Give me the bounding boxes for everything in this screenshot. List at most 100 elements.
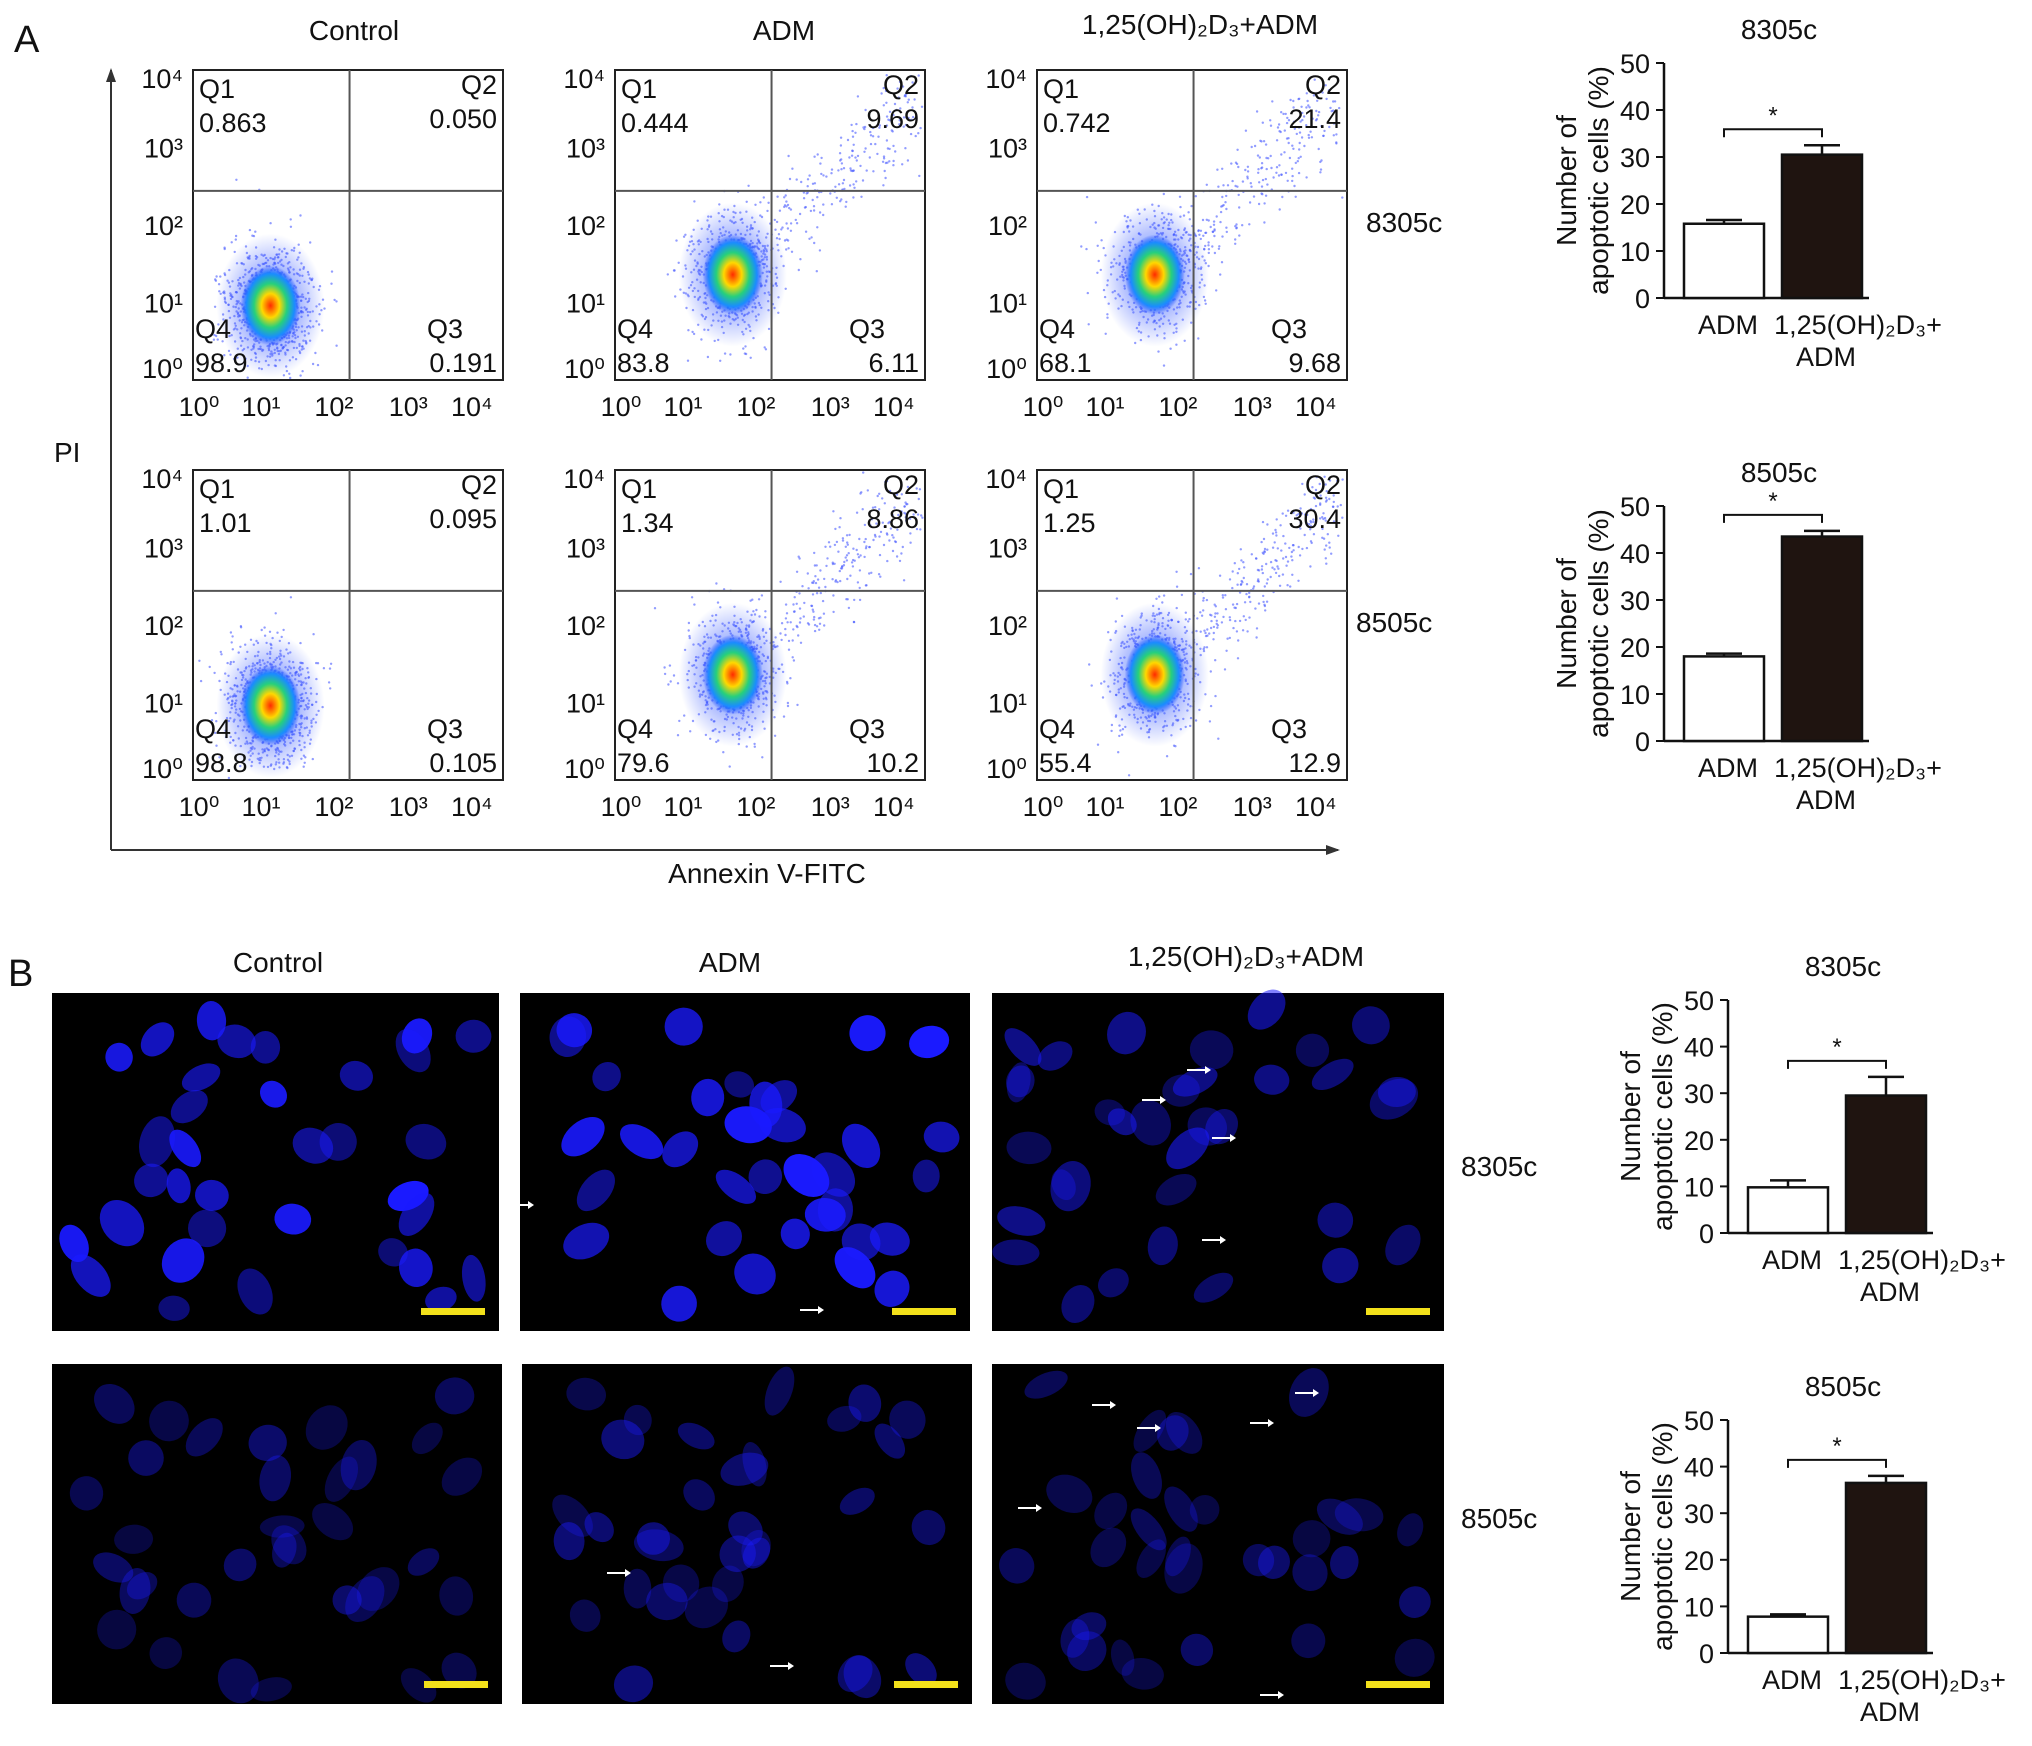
nucleus bbox=[1006, 1062, 1031, 1103]
q3-value: 0.191 bbox=[429, 348, 497, 378]
chart-title: 8505c bbox=[1741, 457, 1817, 488]
x-tick-label: 10⁴ bbox=[451, 792, 493, 822]
row-label-8305c: 8305c bbox=[1366, 207, 1442, 238]
row-label-8505c: 8505c bbox=[1356, 607, 1432, 638]
category-label: ADM bbox=[1860, 1697, 1920, 1727]
x-tick-label: 10⁰ bbox=[601, 392, 642, 422]
nucleus bbox=[324, 1456, 359, 1502]
density-core bbox=[240, 265, 301, 346]
chart-y-tick-label: 50 bbox=[1620, 49, 1650, 79]
y-tick-label: 10³ bbox=[144, 534, 183, 564]
nucleus bbox=[1136, 1539, 1166, 1578]
significance-bracket bbox=[1723, 513, 1823, 523]
nucleus bbox=[93, 1552, 134, 1583]
q1-value: 1.01 bbox=[199, 508, 252, 538]
nucleus bbox=[1107, 1011, 1146, 1055]
nucleus bbox=[1330, 1545, 1359, 1580]
q4-label: Q4 bbox=[1039, 714, 1075, 744]
column-title-control: Control bbox=[309, 15, 399, 46]
nucleus bbox=[259, 1515, 305, 1538]
nucleus bbox=[217, 1024, 256, 1059]
nucleus bbox=[1024, 1370, 1068, 1399]
q1-label: Q1 bbox=[199, 474, 235, 504]
nucleus bbox=[677, 1422, 715, 1450]
micrographs bbox=[52, 989, 1444, 1704]
flow-plot: 10⁰ 10¹ 10² 10³ 10⁴ 10⁰ 10¹ 10² 10³ 10⁴ Q1 0.444 Q2 9… bbox=[563, 64, 926, 422]
nucleus bbox=[1098, 1268, 1129, 1298]
chart-y-tick-label: 30 bbox=[1620, 586, 1650, 616]
q3-value: 10.2 bbox=[866, 748, 919, 778]
y-tick-label: 10⁰ bbox=[986, 354, 1027, 384]
nucleus bbox=[59, 1224, 89, 1263]
q1-label: Q1 bbox=[199, 74, 235, 104]
nucleus bbox=[128, 1440, 164, 1476]
nuclei bbox=[549, 1007, 960, 1322]
nucleus bbox=[1292, 1554, 1328, 1591]
x-tick-label: 10⁰ bbox=[179, 792, 220, 822]
nucleus bbox=[563, 1222, 610, 1260]
chart-y-tick-label: 50 bbox=[1620, 492, 1650, 522]
nucleus bbox=[1067, 1631, 1107, 1671]
nucleus bbox=[401, 1018, 433, 1054]
x-tick-label: 10² bbox=[736, 792, 775, 822]
nucleus bbox=[105, 1042, 133, 1072]
nucleus bbox=[1006, 1065, 1035, 1098]
arrow-head bbox=[1160, 1096, 1166, 1104]
category-label: ADM bbox=[1698, 310, 1758, 340]
x-tick-label: 10³ bbox=[1233, 792, 1272, 822]
scale-bar bbox=[424, 1681, 488, 1688]
bar bbox=[1746, 1186, 1830, 1235]
micrograph-background bbox=[992, 1364, 1444, 1704]
nucleus bbox=[992, 1239, 1040, 1266]
micrograph-background bbox=[992, 993, 1444, 1331]
nucleus bbox=[561, 1116, 605, 1157]
nucleus bbox=[997, 1206, 1046, 1236]
x-tick-label: 10³ bbox=[389, 392, 428, 422]
x-tick-label: 10⁰ bbox=[1023, 392, 1064, 422]
nucleus bbox=[664, 1007, 703, 1046]
chart-y-tick-label: 40 bbox=[1620, 96, 1650, 126]
chart-y-tick-label: 0 bbox=[1635, 284, 1650, 314]
q2-value: 0.050 bbox=[429, 104, 497, 134]
nucleus bbox=[169, 1129, 202, 1168]
nucleus bbox=[1258, 1545, 1290, 1579]
y-tick-label: 10² bbox=[988, 611, 1027, 641]
column-title-adm: ADM bbox=[753, 15, 815, 46]
flow-plot: 10⁰ 10¹ 10² 10³ 10⁴ 10⁰ 10¹ 10² 10³ 10⁴ Q1 0.863 Q2 0… bbox=[141, 64, 504, 422]
nucleus bbox=[601, 1419, 645, 1460]
chart-y-tick-label: 20 bbox=[1620, 633, 1650, 663]
chart-y-tick-label: 0 bbox=[1699, 1639, 1714, 1669]
nucleus bbox=[69, 1476, 104, 1511]
y-tick-label: 10² bbox=[988, 211, 1027, 241]
y-tick-label: 10³ bbox=[988, 534, 1027, 564]
micrograph bbox=[52, 1364, 502, 1704]
nucleus bbox=[715, 1169, 757, 1204]
plot-frame bbox=[192, 69, 504, 381]
outer-x-arrow bbox=[1326, 845, 1340, 855]
category-label: 1,25(OH)₂D₃+ bbox=[1774, 753, 1942, 783]
nucleus bbox=[140, 1022, 175, 1057]
nucleus bbox=[683, 1479, 715, 1511]
chart-y-label: apoptotic cells (%) bbox=[1647, 1422, 1678, 1651]
y-tick-label: 10⁴ bbox=[141, 464, 183, 494]
flow-plot: 10⁰ 10¹ 10² 10³ 10⁴ 10⁰ 10¹ 10² 10³ 10⁴ Q1 0.742 Q2 2… bbox=[985, 64, 1348, 422]
nucleus bbox=[839, 1487, 875, 1515]
nucleus bbox=[905, 1653, 937, 1686]
q2-value: 8.86 bbox=[866, 504, 919, 534]
x-axis-label: Annexin V-FITC bbox=[668, 858, 866, 889]
micrograph bbox=[992, 1364, 1444, 1704]
q1-value: 0.863 bbox=[199, 108, 267, 138]
arrow-head bbox=[788, 1662, 794, 1670]
chart-y-tick-label: 10 bbox=[1620, 680, 1650, 710]
nucleus bbox=[684, 1586, 729, 1629]
y-tick-label: 10⁴ bbox=[563, 464, 605, 494]
nucleus bbox=[340, 1439, 377, 1491]
y-tick-label: 10¹ bbox=[988, 689, 1027, 719]
y-tick-label: 10¹ bbox=[144, 689, 183, 719]
nuclei bbox=[999, 1368, 1435, 1700]
x-tick-label: 10³ bbox=[389, 792, 428, 822]
x-tick-label: 10⁴ bbox=[451, 392, 493, 422]
q4-label: Q4 bbox=[195, 314, 231, 344]
q3-label: Q3 bbox=[427, 314, 463, 344]
